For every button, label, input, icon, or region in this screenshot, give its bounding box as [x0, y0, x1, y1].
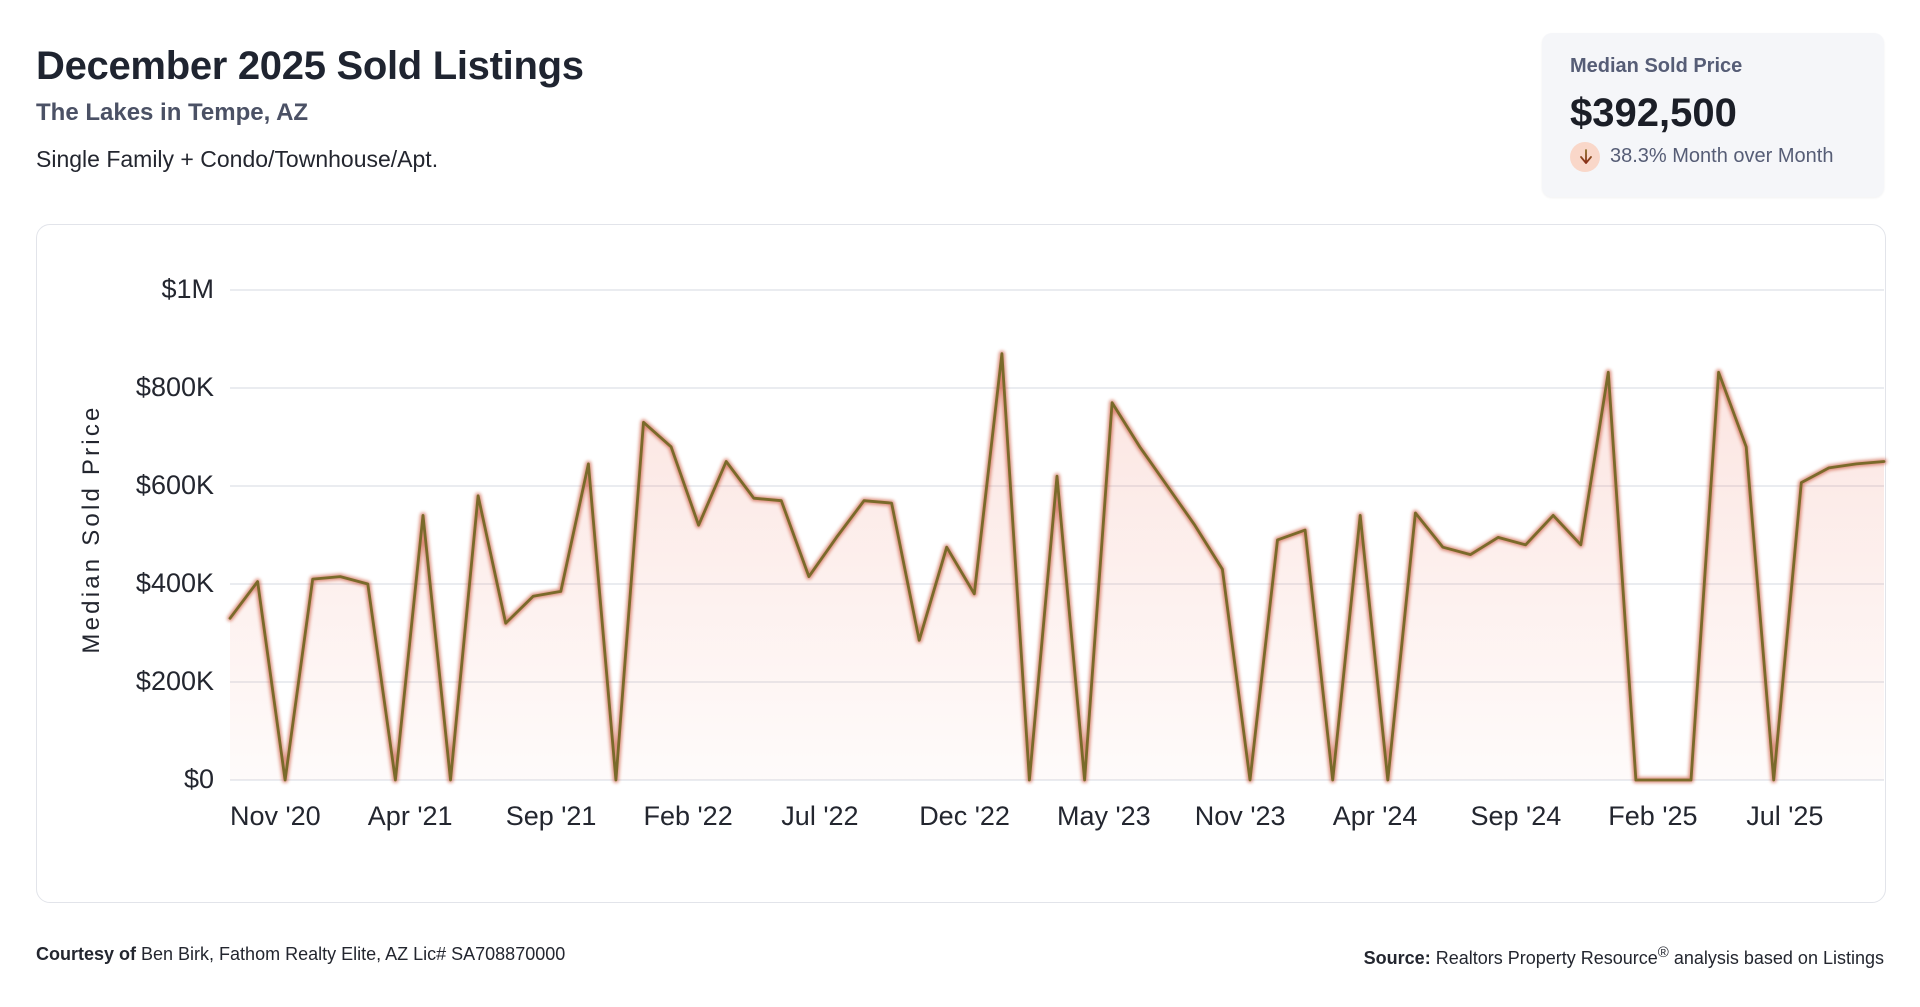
svg-text:Feb '25: Feb '25 — [1608, 801, 1697, 831]
svg-text:Sep '24: Sep '24 — [1471, 801, 1562, 831]
svg-text:Jul '25: Jul '25 — [1746, 801, 1823, 831]
svg-text:May '23: May '23 — [1057, 801, 1151, 831]
svg-text:Sep '21: Sep '21 — [506, 801, 597, 831]
svg-text:$200K: $200K — [136, 666, 214, 696]
svg-text:$0: $0 — [184, 764, 214, 794]
svg-text:Dec '22: Dec '22 — [919, 801, 1010, 831]
svg-text:$400K: $400K — [136, 568, 214, 598]
svg-text:Nov '20: Nov '20 — [230, 801, 321, 831]
svg-text:Apr '21: Apr '21 — [368, 801, 453, 831]
svg-text:Apr '24: Apr '24 — [1333, 801, 1418, 831]
svg-text:Jul '22: Jul '22 — [781, 801, 858, 831]
svg-text:$1M: $1M — [161, 274, 214, 304]
svg-text:Nov '23: Nov '23 — [1195, 801, 1286, 831]
svg-text:$600K: $600K — [136, 470, 214, 500]
svg-text:$800K: $800K — [136, 372, 214, 402]
svg-text:Feb '22: Feb '22 — [644, 801, 733, 831]
